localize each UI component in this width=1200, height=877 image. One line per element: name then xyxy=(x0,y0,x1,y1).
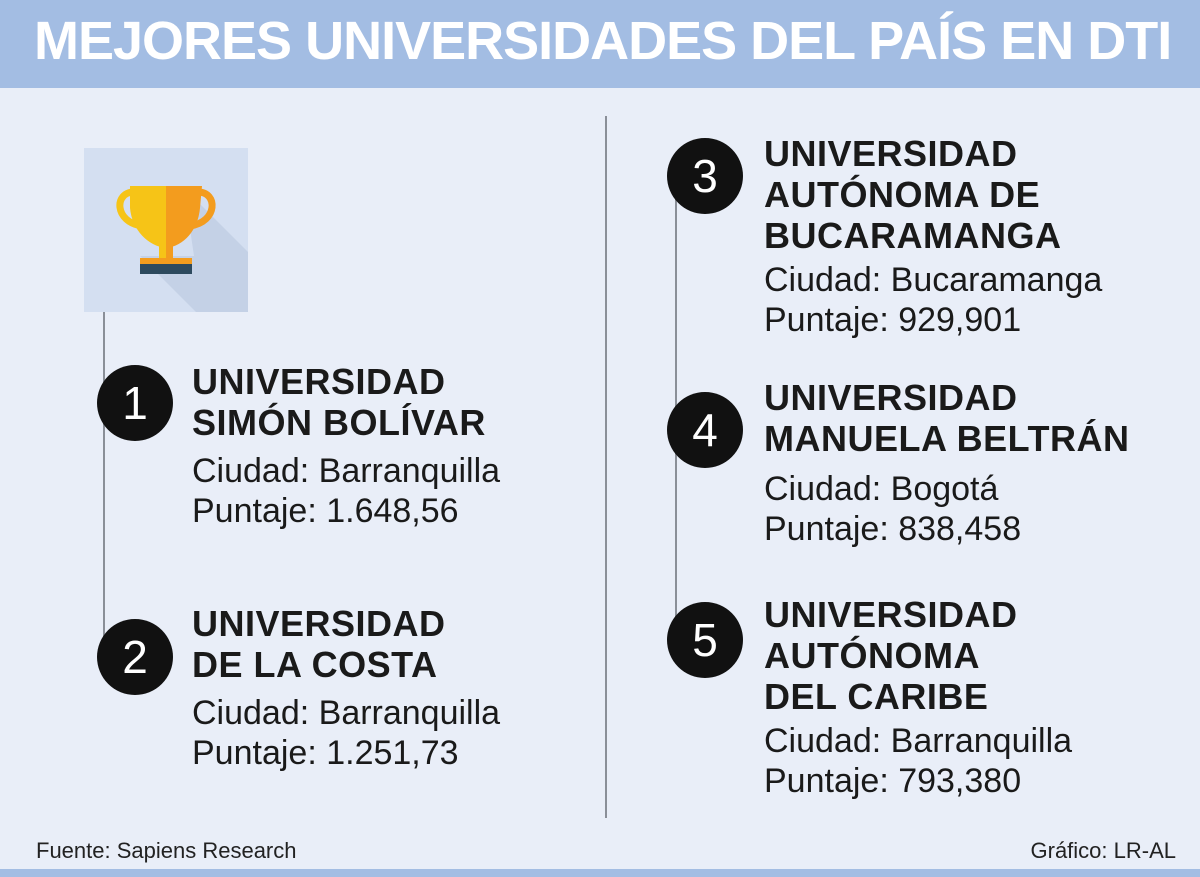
rank-badge: 1 xyxy=(97,365,173,441)
university-name: UNIVERSIDAD AUTÓNOMA DE BUCARAMANGA xyxy=(764,133,1062,256)
university-name: UNIVERSIDAD AUTÓNOMA DEL CARIBE xyxy=(764,594,1018,717)
university-name: UNIVERSIDAD SIMÓN BOLÍVAR xyxy=(192,361,486,443)
rank-badge: 4 xyxy=(667,392,743,468)
university-name: UNIVERSIDAD MANUELA BELTRÁN xyxy=(764,377,1130,459)
university-entry: UNIVERSIDAD DE LA COSTA Ciudad: Barranqu… xyxy=(192,603,500,773)
university-city: Ciudad: Barranquilla xyxy=(192,452,501,490)
university-score: Puntaje: 1.251,73 xyxy=(192,734,459,772)
university-city: Ciudad: Bucaramanga xyxy=(764,261,1103,299)
graphic-credit: Gráfico: LR-AL xyxy=(1030,838,1177,863)
university-entry: UNIVERSIDAD MANUELA BELTRÁN Ciudad: Bogo… xyxy=(764,377,1129,549)
footer-bar xyxy=(0,869,1200,877)
university-name: UNIVERSIDAD DE LA COSTA xyxy=(192,603,446,685)
rank-badge: 3 xyxy=(667,138,743,214)
university-score: Puntaje: 1.648,56 xyxy=(192,492,459,530)
left-connector-line xyxy=(103,312,105,656)
university-city: Ciudad: Bogotá xyxy=(764,470,999,508)
university-score: Puntaje: 838,458 xyxy=(764,510,1022,548)
university-entry: UNIVERSIDAD AUTÓNOMA DE BUCARAMANGA Ciud… xyxy=(764,133,1102,340)
university-entry: UNIVERSIDAD SIMÓN BOLÍVAR Ciudad: Barran… xyxy=(192,361,500,531)
university-score: Puntaje: 929,901 xyxy=(764,301,1022,339)
header-bar: MEJORES UNIVERSIDADES DEL PAÍS EN DTI xyxy=(0,0,1200,88)
column-divider xyxy=(605,116,607,818)
trophy-tile xyxy=(84,148,248,312)
rank-badge: 2 xyxy=(97,619,173,695)
trophy-icon xyxy=(116,186,248,312)
university-score: Puntaje: 793,380 xyxy=(764,762,1022,800)
rank-badge: 5 xyxy=(667,602,743,678)
page-title: MEJORES UNIVERSIDADES DEL PAÍS EN DTI xyxy=(34,11,1172,71)
university-city: Ciudad: Barranquilla xyxy=(764,722,1073,760)
university-city: Ciudad: Barranquilla xyxy=(192,694,501,732)
source-note: Fuente: Sapiens Research xyxy=(36,838,297,863)
university-entry: UNIVERSIDAD AUTÓNOMA DEL CARIBE Ciudad: … xyxy=(764,594,1072,801)
